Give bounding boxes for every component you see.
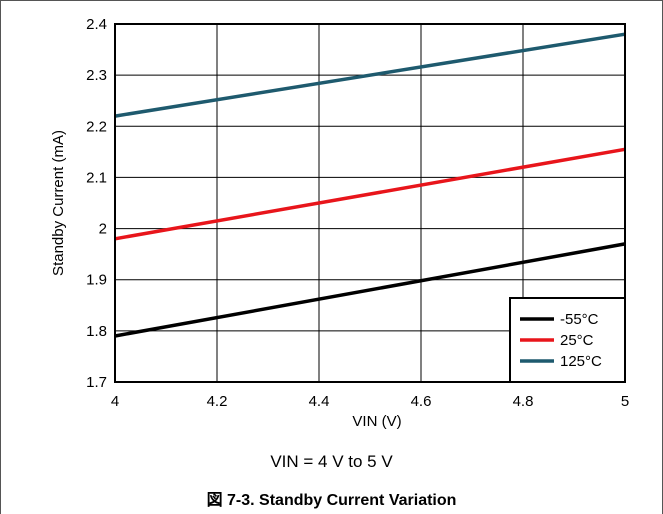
y-axis-label: Standby Current (mA) <box>50 130 67 276</box>
x-tick-label: 4 <box>111 393 119 410</box>
standby-current-chart: 4 4.2 4.4 4.6 4.8 5 1.7 1.8 1.9 2 2.1 2.2 2.3 2.4 VIN … <box>50 16 629 430</box>
x-tick-label: 4.2 <box>207 393 228 410</box>
x-tick-label: 4.8 <box>513 393 534 410</box>
x-tick-label: 4.6 <box>411 393 432 410</box>
y-tick-label: 2.3 <box>86 67 107 84</box>
legend-label: -55°C <box>560 311 599 328</box>
series-line <box>114 32 626 118</box>
x-axis-label: VIN (V) <box>352 413 401 430</box>
y-tick-label: 1.9 <box>86 272 107 289</box>
series-line <box>114 242 626 338</box>
test-condition: VIN = 4 V to 5 V <box>270 452 393 471</box>
series-line <box>114 147 626 241</box>
y-tick-label: 2.1 <box>86 169 107 186</box>
y-tick-label: 2.4 <box>86 16 107 33</box>
legend-label: 25°C <box>560 332 594 349</box>
x-tick-label: 4.4 <box>309 393 330 410</box>
x-tick-label: 5 <box>621 393 629 410</box>
legend-label: 125°C <box>560 353 602 370</box>
y-tick-label: 1.7 <box>86 374 107 391</box>
y-tick-label: 2 <box>99 221 107 238</box>
plot-border <box>114 23 626 383</box>
y-tick-label: 2.2 <box>86 118 107 135</box>
y-tick-label: 1.8 <box>86 323 107 340</box>
figure-caption: 図 7-3. Standby Current Variation <box>206 492 457 509</box>
